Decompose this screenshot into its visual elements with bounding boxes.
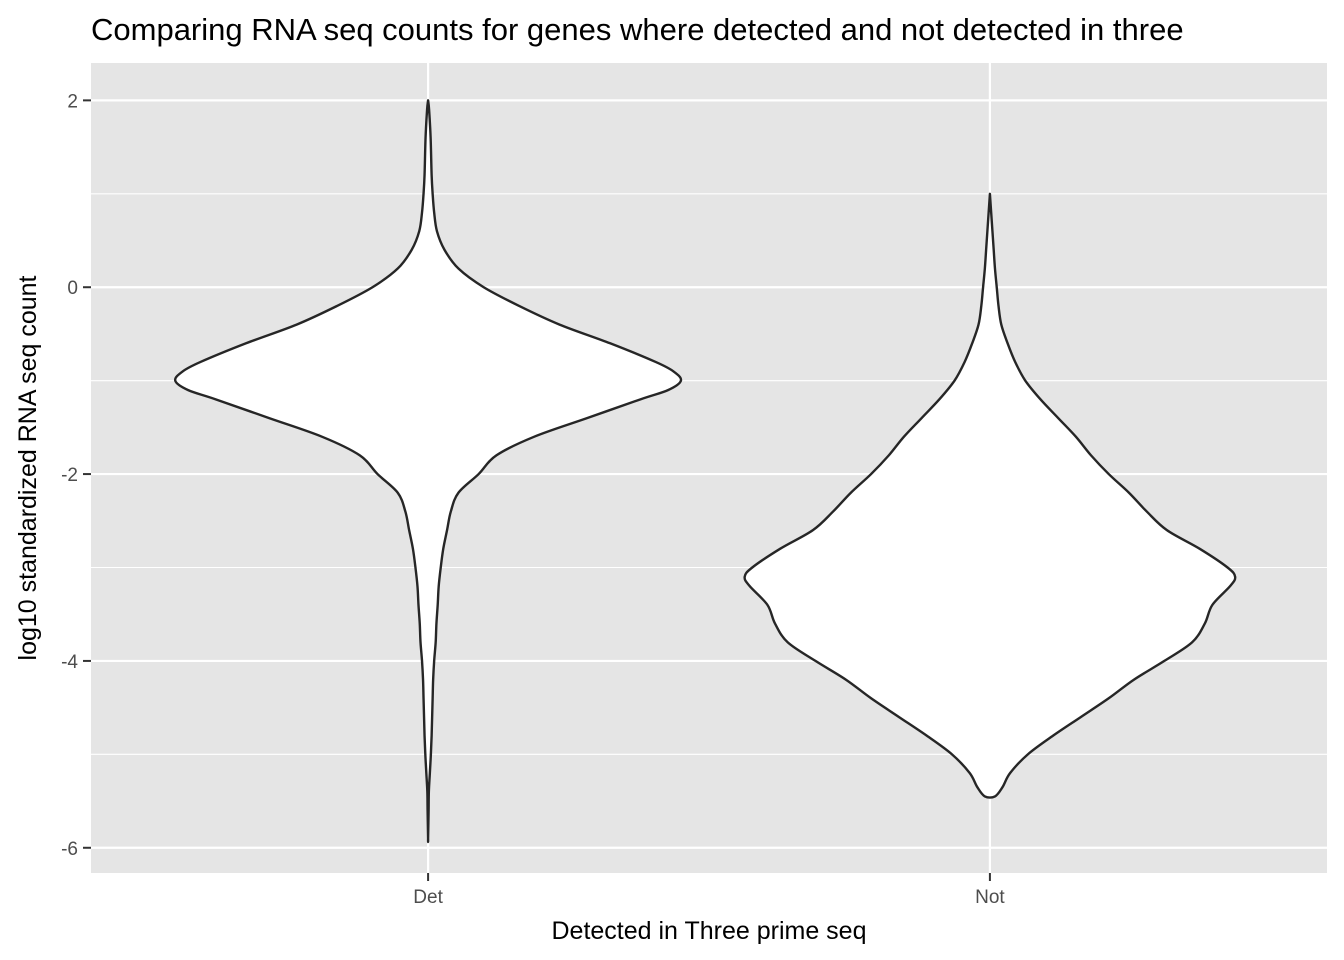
axis-ticks: 2 0 -2 -4 -6 Det Not — [61, 91, 1005, 908]
y-tick-label: 0 — [67, 278, 78, 299]
y-tick-label: -2 — [61, 465, 78, 486]
chart-title: Comparing RNA seq counts for genes where… — [91, 12, 1184, 47]
x-tick-label: Not — [975, 887, 1005, 908]
y-tick-label: 2 — [67, 91, 78, 112]
y-tick-label: -4 — [61, 652, 78, 673]
violin-det — [173, 99, 683, 844]
y-axis-label: log10 standardized RNA seq count — [14, 275, 42, 660]
violin-not — [743, 192, 1237, 799]
x-tick-label: Det — [413, 887, 443, 908]
x-axis-label: Detected in Three prime seq — [552, 917, 867, 945]
plot-panel — [91, 63, 1327, 873]
violins — [173, 99, 1237, 844]
y-tick-label: -6 — [61, 839, 78, 860]
